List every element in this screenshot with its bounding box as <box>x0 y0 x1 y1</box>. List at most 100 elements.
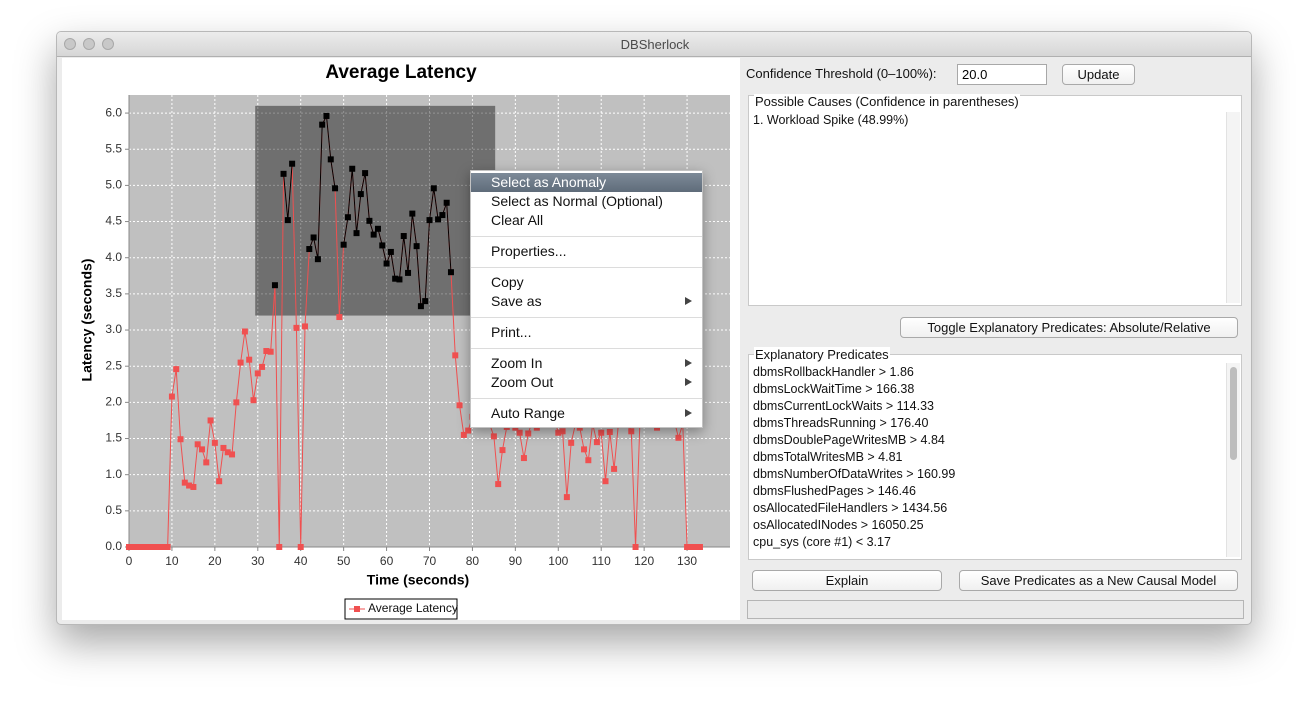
y-tick-label: 1.5 <box>105 431 122 445</box>
predicate-item[interactable]: osAllocatedFileHandlers > 1434.56 <box>753 501 948 515</box>
data-point <box>611 465 618 472</box>
data-point <box>310 234 317 241</box>
menu-item[interactable]: Copy <box>491 274 524 290</box>
possible-causes-box <box>748 95 1242 306</box>
data-point <box>147 544 154 550</box>
menu-item[interactable]: Zoom In <box>471 354 702 373</box>
predicate-item[interactable]: cpu_sys (core #1) < 3.17 <box>753 535 891 549</box>
predicate-item[interactable]: osAllocatedINodes > 16050.25 <box>753 518 924 532</box>
data-point <box>452 352 459 359</box>
menu-separator <box>471 317 702 318</box>
y-tick-label: 5.5 <box>105 141 122 155</box>
predicate-item[interactable]: dbmsDoublePageWritesMB > 4.84 <box>753 433 945 447</box>
possible-causes-title: Possible Causes (Confidence in parenthes… <box>754 94 1020 109</box>
data-point <box>606 429 613 436</box>
data-point <box>344 214 351 221</box>
y-tick-label: 0.5 <box>105 503 122 517</box>
data-point <box>126 544 132 550</box>
data-point <box>696 544 703 550</box>
data-point <box>220 444 227 451</box>
data-point <box>632 544 639 550</box>
data-point <box>143 544 150 550</box>
predicate-item[interactable]: dbmsRollbackHandler > 1.86 <box>753 365 914 379</box>
data-point <box>203 459 210 466</box>
data-point <box>186 482 193 489</box>
menu-item[interactable]: Select as Normal (Optional) <box>491 193 663 209</box>
data-point <box>413 243 420 250</box>
menu-item[interactable]: Zoom Out <box>471 373 702 392</box>
data-point <box>675 434 682 441</box>
data-point <box>499 447 506 454</box>
data-point <box>224 449 231 456</box>
scrollbar[interactable] <box>1226 112 1240 303</box>
x-tick-label: 70 <box>423 554 437 568</box>
data-point <box>340 241 347 248</box>
y-tick-label: 2.0 <box>105 395 122 409</box>
data-point <box>156 544 163 550</box>
data-point <box>392 275 399 282</box>
data-point <box>366 217 373 224</box>
data-point <box>254 370 261 377</box>
x-tick-label: 40 <box>294 554 308 568</box>
cause-item[interactable]: 1. Workload Spike (48.99%) <box>753 113 909 127</box>
data-point <box>211 439 218 446</box>
data-point <box>151 544 158 550</box>
data-point <box>263 348 270 355</box>
y-tick-label: 3.0 <box>105 322 122 336</box>
menu-item[interactable]: Save as <box>471 292 702 311</box>
menu-separator <box>471 398 702 399</box>
y-tick-label: 0.0 <box>105 539 122 553</box>
legend-box <box>344 598 458 620</box>
x-tick-label: 50 <box>337 554 351 568</box>
data-point <box>332 185 339 192</box>
data-point <box>173 366 180 373</box>
data-point <box>284 217 291 224</box>
threshold-input[interactable]: 20.0 <box>957 64 1047 85</box>
data-point <box>396 276 403 283</box>
data-point <box>207 417 214 424</box>
predicate-item[interactable]: dbmsCurrentLockWaits > 114.33 <box>753 399 934 413</box>
x-tick-label: 100 <box>548 554 568 568</box>
scroll-thumb[interactable] <box>1230 367 1237 460</box>
predicates-title: Explanatory Predicates <box>754 347 890 362</box>
predicate-item[interactable]: dbmsLockWaitTime > 166.38 <box>753 382 915 396</box>
data-point <box>516 429 523 436</box>
submenu-arrow <box>685 378 692 386</box>
menu-item[interactable]: Print... <box>491 324 532 340</box>
data-point <box>422 298 429 305</box>
explain-button[interactable]: Explain <box>752 570 942 591</box>
toggle-button[interactable]: Toggle Explanatory Predicates: Absolute/… <box>900 317 1238 338</box>
predicate-item[interactable]: dbmsThreadsRunning > 176.40 <box>753 416 929 430</box>
x-tick-label: 130 <box>677 554 697 568</box>
data-point <box>246 356 253 363</box>
menu-item[interactable]: Select as Anomaly <box>471 173 702 192</box>
predicate-item[interactable]: dbmsTotalWritesMB > 4.81 <box>753 450 903 464</box>
predicate-item[interactable]: dbmsFlushedPages > 146.46 <box>753 484 916 498</box>
data-point <box>495 481 502 488</box>
predicate-item[interactable]: dbmsNumberOfDataWrites > 160.99 <box>753 467 956 481</box>
zoom-button[interactable] <box>102 38 114 50</box>
data-point <box>426 217 433 224</box>
save-model-button[interactable]: Save Predicates as a New Causal Model <box>959 570 1238 591</box>
data-point <box>216 478 223 485</box>
menu-item[interactable]: Properties... <box>491 243 567 259</box>
scrollbar[interactable] <box>1226 363 1240 557</box>
minimize-button[interactable] <box>83 38 95 50</box>
menu-item[interactable]: Clear All <box>491 212 544 228</box>
menu-item[interactable]: Auto Range <box>471 404 702 423</box>
menu-separator <box>471 267 702 268</box>
close-button[interactable] <box>64 38 76 50</box>
data-point <box>585 457 592 464</box>
update-button[interactable]: Update <box>1062 64 1135 85</box>
data-point <box>409 210 416 217</box>
data-point <box>190 483 197 490</box>
data-point <box>233 399 240 406</box>
x-tick-label: 120 <box>634 554 654 568</box>
x-tick-label: 90 <box>509 554 523 568</box>
data-point <box>692 544 699 550</box>
data-point <box>405 269 412 276</box>
status-bar <box>747 600 1244 619</box>
title-bar: DBSherlock <box>57 32 1251 57</box>
data-point <box>177 436 184 443</box>
